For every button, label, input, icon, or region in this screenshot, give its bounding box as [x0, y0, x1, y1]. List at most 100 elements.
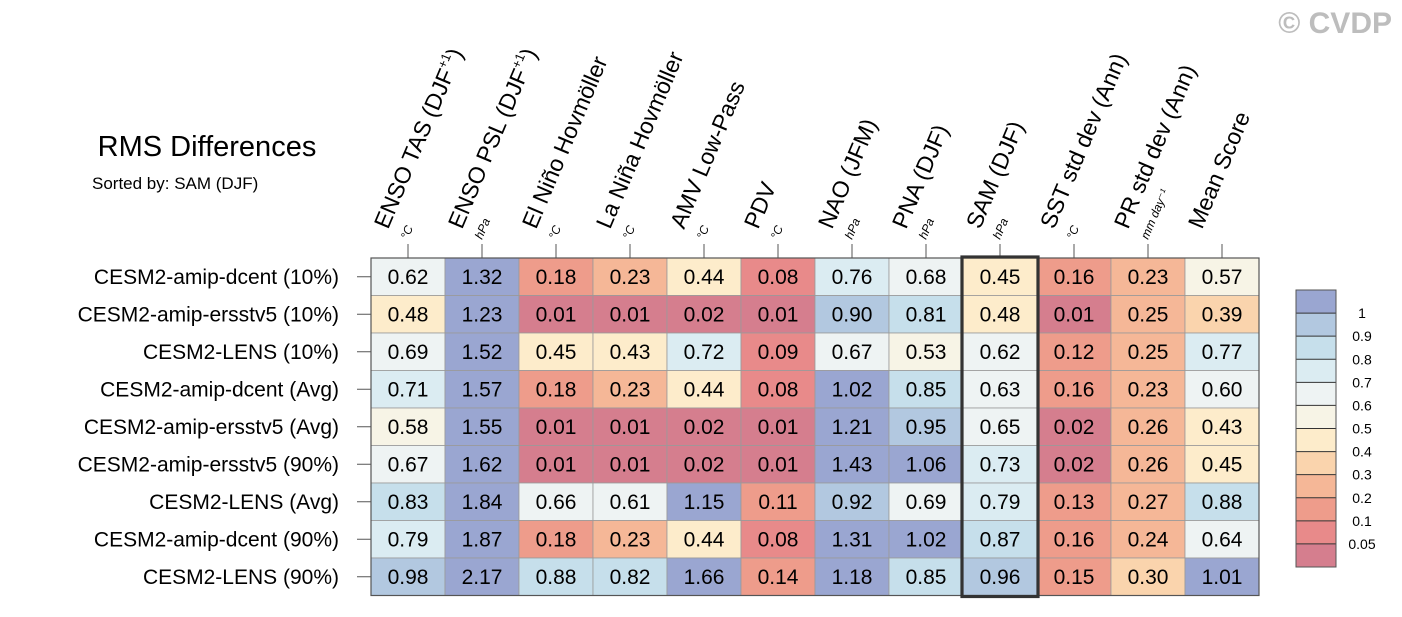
- cell-value: 1.31: [832, 528, 873, 551]
- cell-value: 0.67: [832, 341, 873, 364]
- cell-value: 0.60: [1202, 378, 1243, 401]
- row-label: CESM2-LENS (90%): [143, 566, 339, 589]
- heatmap-cell: [1184, 407, 1260, 446]
- cell-value: 0.16: [1054, 266, 1095, 289]
- cell-value: 1.57: [462, 378, 503, 401]
- colorbar-swatch: [1296, 428, 1336, 452]
- cell-value: 0.57: [1202, 266, 1243, 289]
- heatmap-cell: [814, 332, 890, 371]
- column-unit: hPa: [842, 216, 863, 241]
- cell-value: 0.88: [1202, 491, 1243, 514]
- cell-value: 0.01: [610, 453, 651, 476]
- cell-value: 0.69: [906, 491, 947, 514]
- heatmap-cell: [370, 295, 446, 334]
- cell-value: 0.66: [536, 491, 577, 514]
- cell-value: 0.23: [610, 378, 651, 401]
- colorbar-swatch: [1296, 290, 1336, 314]
- heatmap-cell: [592, 370, 668, 409]
- cell-value: 1.01: [1202, 566, 1243, 589]
- column-superscript: +1: [434, 51, 454, 71]
- heatmap-cell: [888, 445, 964, 484]
- heatmap-cell: [1036, 370, 1112, 409]
- cell-value: 0.90: [832, 303, 873, 326]
- row-label: CESM2-amip-dcent (10%): [94, 266, 339, 289]
- cell-value: 0.01: [758, 416, 799, 439]
- cell-value: 0.69: [388, 341, 429, 364]
- heatmap-cell: [888, 332, 964, 371]
- cell-value: 0.01: [536, 303, 577, 326]
- column-unit: hPa: [472, 216, 493, 241]
- cell-value: 0.01: [610, 303, 651, 326]
- column-name: PNA (DJF): [887, 121, 954, 232]
- cell-value: 0.71: [388, 378, 429, 401]
- heatmap-cell: [888, 257, 964, 296]
- cell-value: 0.15: [1054, 566, 1095, 589]
- colorbar-tick-label: 0.3: [1352, 467, 1372, 483]
- column-label-mean-score: Mean Score: [1183, 108, 1255, 232]
- cell-value: 0.83: [388, 491, 429, 514]
- cell-value: 0.68: [906, 266, 947, 289]
- cell-value: 0.81: [906, 303, 947, 326]
- heatmap-cell: [666, 520, 742, 559]
- cell-value: 0.63: [980, 378, 1021, 401]
- cell-value: 0.25: [1128, 303, 1169, 326]
- cell-value: 1.23: [462, 303, 503, 326]
- cell-value: 0.62: [980, 341, 1021, 364]
- cell-value: 0.67: [388, 453, 429, 476]
- column-unit: °C: [546, 223, 564, 241]
- heatmap-cell: [444, 332, 520, 371]
- chart-title: RMS Differences: [98, 131, 317, 163]
- heatmap-cell: [518, 557, 594, 596]
- heatmap-cell: [888, 370, 964, 409]
- heatmap-cell: [370, 520, 446, 559]
- cell-value: 0.73: [980, 453, 1021, 476]
- highlight-column-box: [960, 255, 1040, 599]
- cell-value: 0.92: [832, 491, 873, 514]
- heatmap-cell: [444, 407, 520, 446]
- colorbar-border: [1295, 289, 1337, 568]
- cell-value: 0.16: [1054, 378, 1095, 401]
- cell-value: 0.18: [536, 378, 577, 401]
- heatmap-cell: [370, 370, 446, 409]
- cell-value: 0.79: [980, 491, 1021, 514]
- cell-value: 1.32: [462, 266, 503, 289]
- cell-value: 0.27: [1128, 491, 1169, 514]
- cell-value: 0.82: [610, 566, 651, 589]
- cell-value: 0.44: [684, 266, 725, 289]
- cell-value: 0.44: [684, 528, 725, 551]
- heatmap-cell: [370, 257, 446, 296]
- column-unit: °C: [1064, 223, 1082, 241]
- cell-value: 0.23: [610, 528, 651, 551]
- colorbar-swatch: [1296, 451, 1336, 475]
- cell-value: 0.45: [1202, 453, 1243, 476]
- heatmap-cell: [666, 407, 742, 446]
- heatmap-cell: [1184, 332, 1260, 371]
- row-label: CESM2-amip-ersstv5 (Avg): [84, 416, 339, 439]
- heatmap-cell: [666, 557, 742, 596]
- colorbar-swatch: [1296, 336, 1336, 360]
- cell-value: 1.43: [832, 453, 873, 476]
- colorbar-swatch: [1296, 520, 1336, 544]
- column-name: NAO (JFM): [813, 115, 882, 232]
- heatmap-cell: [814, 482, 890, 521]
- cell-value: 0.64: [1202, 528, 1243, 551]
- colorbar-tick-label: 1: [1358, 305, 1366, 321]
- heatmap-cell: [518, 445, 594, 484]
- cell-value: 0.01: [1054, 303, 1095, 326]
- cell-value: 0.85: [906, 378, 947, 401]
- colorbar-tick-label: 0.6: [1352, 397, 1372, 413]
- heatmap-cell: [962, 520, 1038, 559]
- cell-value: 0.43: [1202, 416, 1243, 439]
- cell-value: 0.30: [1128, 566, 1169, 589]
- column-name: ENSO PSL (DJF: [443, 65, 534, 232]
- heatmap-cell: [814, 370, 890, 409]
- cell-value: 0.09: [758, 341, 799, 364]
- colorbar-swatch: [1296, 497, 1336, 521]
- column-name: Mean Score: [1183, 108, 1255, 232]
- cell-value: 1.66: [684, 566, 725, 589]
- cell-value: 0.01: [758, 453, 799, 476]
- cell-value: 0.08: [758, 528, 799, 551]
- heatmap-cell: [666, 370, 742, 409]
- heatmap-cell: [962, 557, 1038, 596]
- cell-value: 0.45: [536, 341, 577, 364]
